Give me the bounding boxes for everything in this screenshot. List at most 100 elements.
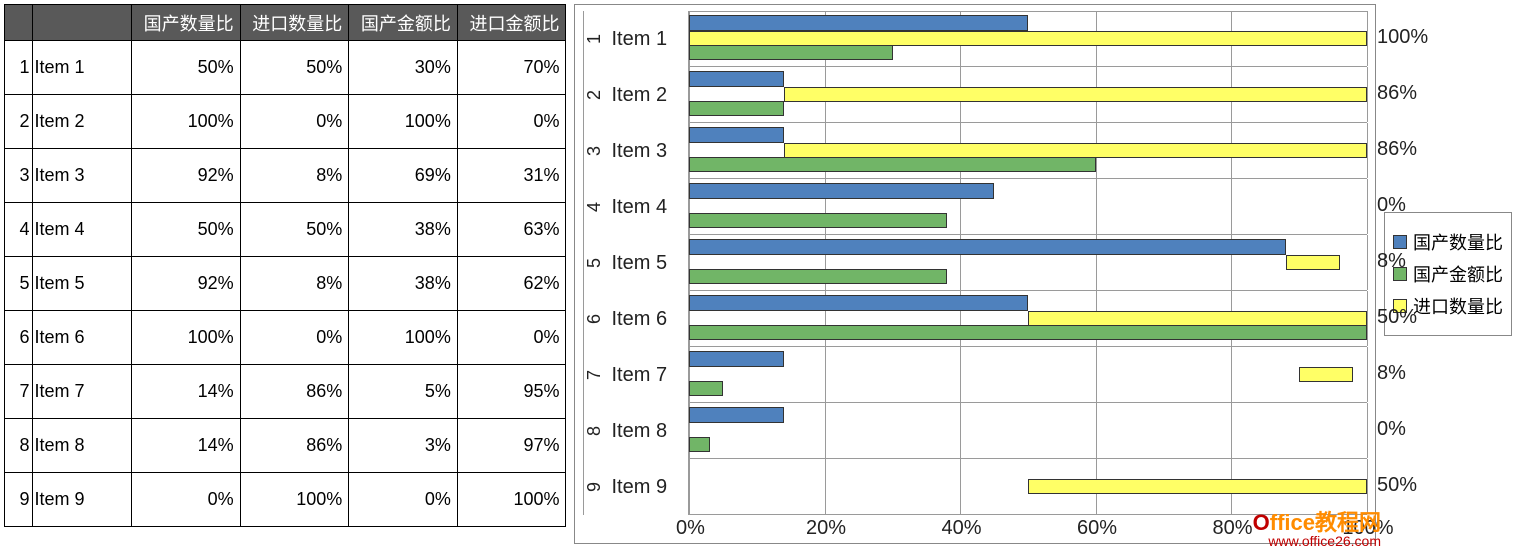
- cell-v2: 86%: [240, 419, 349, 473]
- chart-row-label: Item 1: [605, 11, 689, 67]
- cell-v3: 38%: [349, 203, 458, 257]
- bar-blue: [689, 295, 1028, 310]
- cell-v4: 95%: [457, 365, 566, 419]
- th-col2: 进口数量比: [240, 5, 349, 41]
- table-row: 7Item 714%86%5%95%: [5, 365, 566, 419]
- bar-green: [689, 157, 1096, 172]
- cell-v3: 38%: [349, 257, 458, 311]
- cell-item: Item 2: [32, 95, 132, 149]
- chart-row-label: Item 5: [605, 235, 689, 291]
- cell-item: Item 6: [32, 311, 132, 365]
- chart-row-value: 50%: [1377, 306, 1417, 329]
- chart-row-index: 5: [583, 235, 605, 291]
- cell-item: Item 3: [32, 149, 132, 203]
- cell-v1: 14%: [132, 419, 241, 473]
- table-row: 8Item 814%86%3%97%: [5, 419, 566, 473]
- bar-yellow: [784, 143, 1367, 158]
- table-row: 2Item 2100%0%100%0%: [5, 95, 566, 149]
- chart-row-plot: 100%: [689, 11, 1367, 67]
- axis-tick: 0%: [676, 517, 705, 540]
- chart-row-plot: 50%: [689, 291, 1367, 347]
- chart-row: 5Item 58%: [583, 235, 1367, 291]
- data-table: 国产数量比 进口数量比 国产金额比 进口金额比 1Item 150%50%30%…: [4, 4, 566, 527]
- chart-row: 3Item 386%: [583, 123, 1367, 179]
- cell-idx: 1: [5, 41, 33, 95]
- chart-row-value: 8%: [1377, 250, 1406, 273]
- bar-yellow: [784, 87, 1367, 102]
- bar-green: [689, 269, 946, 284]
- chart-row: 2Item 286%: [583, 67, 1367, 123]
- bar-blue: [689, 127, 784, 142]
- chart-row-value: 86%: [1377, 138, 1417, 161]
- th-blank2: [32, 5, 132, 41]
- bar-yellow: [1286, 255, 1340, 270]
- bar-green: [689, 325, 1367, 340]
- cell-v1: 50%: [132, 41, 241, 95]
- bar-yellow: [689, 31, 1367, 46]
- bar-green: [689, 45, 892, 60]
- chart-row-value: 0%: [1377, 418, 1406, 441]
- axis-tick: 100%: [1342, 517, 1393, 540]
- bar-yellow: [1299, 367, 1353, 382]
- legend-item-blue: 国产数量比: [1393, 229, 1503, 255]
- th-col3: 国产金额比: [349, 5, 458, 41]
- cell-v1: 14%: [132, 365, 241, 419]
- cell-v2: 8%: [240, 149, 349, 203]
- chart-row-plot: 8%: [689, 235, 1367, 291]
- cell-idx: 6: [5, 311, 33, 365]
- table-header-row: 国产数量比 进口数量比 国产金额比 进口金额比: [5, 5, 566, 41]
- cell-v3: 0%: [349, 473, 458, 527]
- chart-row-plot: 0%: [689, 403, 1367, 459]
- cell-idx: 4: [5, 203, 33, 257]
- legend-item-green: 国产金额比: [1393, 261, 1503, 287]
- chart-row-plot: 50%: [689, 459, 1367, 515]
- bar-green: [689, 381, 723, 396]
- cell-v3: 69%: [349, 149, 458, 203]
- chart-row-label: Item 7: [605, 347, 689, 403]
- cell-v4: 0%: [457, 95, 566, 149]
- cell-item: Item 8: [32, 419, 132, 473]
- cell-v1: 100%: [132, 311, 241, 365]
- cell-v3: 3%: [349, 419, 458, 473]
- cell-v1: 92%: [132, 149, 241, 203]
- cell-v3: 100%: [349, 311, 458, 365]
- chart-row: 8Item 80%: [583, 403, 1367, 459]
- chart-row-plot: 0%: [689, 179, 1367, 235]
- chart-row-plot: 8%: [689, 347, 1367, 403]
- axis-tick: 40%: [941, 517, 981, 540]
- bar-blue: [689, 71, 784, 86]
- cell-v1: 50%: [132, 203, 241, 257]
- chart-row-index: 9: [583, 459, 605, 515]
- cell-v3: 5%: [349, 365, 458, 419]
- chart-row-plot: 86%: [689, 123, 1367, 179]
- bar-blue: [689, 351, 784, 366]
- th-blank1: [5, 5, 33, 41]
- chart-row: 9Item 950%: [583, 459, 1367, 515]
- cell-v4: 62%: [457, 257, 566, 311]
- chart-row-value: 8%: [1377, 362, 1406, 385]
- bar-green: [689, 437, 709, 452]
- th-col1: 国产数量比: [132, 5, 241, 41]
- bar-green: [689, 101, 784, 116]
- chart-row-value: 86%: [1377, 82, 1417, 105]
- chart-row-index: 2: [583, 67, 605, 123]
- legend-label-blue: 国产数量比: [1413, 229, 1503, 255]
- table-row: 6Item 6100%0%100%0%: [5, 311, 566, 365]
- axis-tick: 80%: [1212, 517, 1252, 540]
- cell-v1: 92%: [132, 257, 241, 311]
- chart-row: 6Item 650%: [583, 291, 1367, 347]
- cell-idx: 5: [5, 257, 33, 311]
- cell-v2: 50%: [240, 203, 349, 257]
- chart-row-index: 1: [583, 11, 605, 67]
- table-row: 3Item 392%8%69%31%: [5, 149, 566, 203]
- cell-v2: 50%: [240, 41, 349, 95]
- cell-v2: 0%: [240, 95, 349, 149]
- cell-v4: 31%: [457, 149, 566, 203]
- bar-blue: [689, 183, 994, 198]
- cell-idx: 3: [5, 149, 33, 203]
- x-axis: 0%20%40%60%80%100%: [690, 517, 1368, 541]
- chart-row-index: 4: [583, 179, 605, 235]
- bar-blue: [689, 407, 784, 422]
- cell-v3: 100%: [349, 95, 458, 149]
- cell-v2: 86%: [240, 365, 349, 419]
